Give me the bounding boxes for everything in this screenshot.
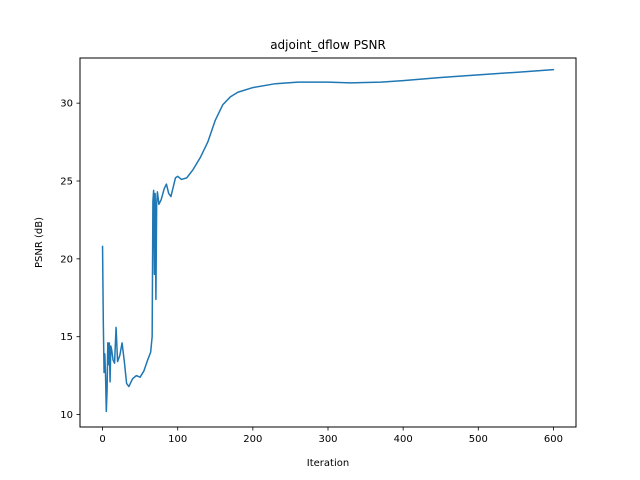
x-tick-label: 400 [394,434,413,445]
y-axis-label: PSNR (dB) [34,217,45,268]
series-line-0 [101,68,555,413]
x-tick-label: 600 [544,434,563,445]
x-tick-label: 500 [469,434,488,445]
plot-area [101,68,555,413]
y-tick-label: 20 [60,254,73,265]
y-tick-label: 30 [60,99,73,110]
x-tick-label: 100 [168,434,187,445]
x-axis-label: Iteration [307,458,349,469]
y-tick-label: 15 [60,332,73,343]
y-tick-label: 25 [60,177,73,188]
chart-title: adjoint_dflow PSNR [270,38,386,52]
x-axis-ticks: 0 100 200 300 400 500 600 [99,427,563,445]
y-axis-ticks: 10 15 20 25 30 [60,99,80,421]
x-tick-label: 200 [243,434,262,445]
y-tick-label: 10 [60,410,73,421]
x-tick-label: 300 [318,434,337,445]
x-tick-label: 0 [99,434,105,445]
